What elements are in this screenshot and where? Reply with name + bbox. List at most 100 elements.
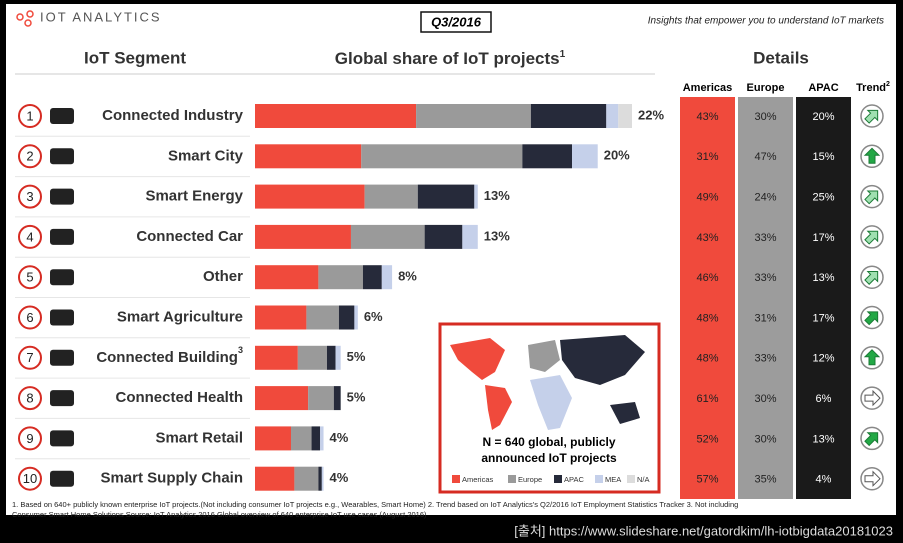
bar-segment <box>333 386 341 411</box>
rank-number: 4 <box>26 229 33 244</box>
details-cell: 17% <box>812 232 834 244</box>
details-cell: 43% <box>696 232 718 244</box>
details-column-header: APAC <box>808 82 838 94</box>
details-cell: 43% <box>696 111 718 123</box>
bar-segment <box>572 144 598 169</box>
total-label: 22% <box>638 107 664 122</box>
segment-icon <box>50 228 74 245</box>
trend-arrow <box>864 389 881 407</box>
north-america <box>450 338 505 380</box>
trend-arrow <box>864 109 879 124</box>
bar-segment <box>255 466 295 491</box>
category-label: Smart Retail <box>155 429 243 446</box>
bar-segment <box>362 265 382 290</box>
rank-circle <box>18 265 42 290</box>
bar-segment <box>255 345 298 370</box>
title-text: Global share of IoT projects <box>335 49 560 68</box>
details-cell: 6% <box>816 393 832 405</box>
details-cell: 25% <box>812 192 834 204</box>
bar-segment <box>326 345 336 370</box>
map-caption: N = 640 global, publicly <box>482 435 615 449</box>
tagline: Insights that empower you to understand … <box>648 16 884 27</box>
details-cell: 31% <box>696 151 718 163</box>
bar-segment <box>462 224 478 249</box>
europe <box>528 340 560 372</box>
rank-circle <box>18 386 42 411</box>
bar-segment <box>530 104 607 128</box>
trend-icon <box>860 305 884 330</box>
bar-segment <box>255 224 351 249</box>
rank-number: 5 <box>26 270 33 285</box>
category-name: Other <box>203 268 243 285</box>
chart-title: Global share of IoT projects1 <box>335 49 566 69</box>
category-label: Smart Energy <box>145 188 243 205</box>
segment-header: IoT Segment <box>84 48 186 67</box>
rank-circle <box>18 184 42 209</box>
rank-circle <box>18 305 42 330</box>
trend-arrow <box>863 147 881 164</box>
bar-segment <box>381 265 393 290</box>
footnote: 1. Based on 640+ publicly known enterpri… <box>12 500 738 509</box>
bar-segment <box>255 386 309 411</box>
category-label: Connected Industry <box>102 107 244 124</box>
bar-segment <box>255 104 417 128</box>
total-label: 6% <box>364 309 383 324</box>
bar-segment <box>255 144 362 169</box>
rank-circle <box>18 345 42 370</box>
rank-number: 3 <box>26 189 33 204</box>
source-watermark: [출처] https://www.slideshare.net/gatordki… <box>514 523 893 538</box>
bar-segment <box>318 466 322 491</box>
legend-swatch <box>452 475 460 483</box>
category-label: Connected Health <box>115 389 243 406</box>
details-cell: 46% <box>696 272 718 284</box>
details-cell: 49% <box>696 192 718 204</box>
details-cell: 33% <box>754 232 776 244</box>
legend-label: APAC <box>564 475 584 484</box>
bar-segment <box>321 466 324 491</box>
category-label: Connected Car <box>136 228 243 245</box>
trend-arrow <box>864 432 879 447</box>
logo-icon <box>16 10 34 27</box>
segment-icon <box>50 390 74 407</box>
legend-label: N/A <box>637 475 650 484</box>
details-cell: 61% <box>696 393 718 405</box>
asia <box>560 335 645 385</box>
column-name: Trend <box>856 82 886 94</box>
details-column-bg <box>796 97 851 499</box>
total-label: 13% <box>484 188 510 203</box>
bar-segment <box>354 305 358 330</box>
details-cell: 15% <box>812 151 834 163</box>
rank-number: 9 <box>26 431 33 446</box>
details-cell: 13% <box>812 272 834 284</box>
australia <box>610 402 640 424</box>
trend-arrow <box>864 470 881 487</box>
rank-circle <box>18 426 42 451</box>
category-name: Connected Car <box>136 228 243 245</box>
category-name: Connected Industry <box>102 107 244 124</box>
segment-icon <box>50 108 74 124</box>
details-cell: 33% <box>754 353 776 365</box>
details-column-header: Americas <box>683 82 733 94</box>
details-column-header: Trend2 <box>856 81 890 94</box>
bar-segment <box>306 305 339 330</box>
rank-number: 1 <box>26 108 33 123</box>
legend-label: Americas <box>462 475 494 484</box>
total-label: 20% <box>604 148 630 163</box>
segment-icon <box>50 309 74 326</box>
bar-segment <box>311 426 321 451</box>
bar-segment <box>361 144 523 169</box>
details-column-header: Europe <box>747 82 785 94</box>
trend-icon <box>860 144 884 169</box>
details-title: Details <box>753 48 809 67</box>
details-cell: 24% <box>754 192 776 204</box>
rank-circle <box>18 144 42 169</box>
bar-segment <box>522 144 573 169</box>
bar-segment <box>255 426 291 451</box>
details-cell: 48% <box>696 312 718 324</box>
trend-icon <box>860 104 884 128</box>
segment-icon <box>50 188 74 205</box>
legend-label: MEA <box>605 475 621 484</box>
map-caption: announced IoT projects <box>481 451 617 465</box>
bar-segment <box>606 104 619 128</box>
details-cell: 52% <box>696 433 718 445</box>
